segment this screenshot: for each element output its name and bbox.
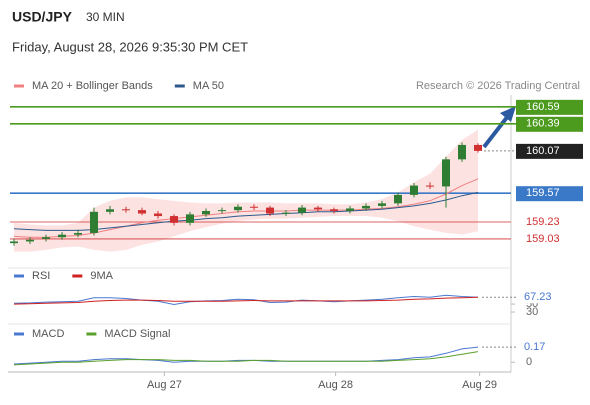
last-price-label-box: [516, 143, 583, 159]
candle-body: [234, 206, 242, 211]
candle-body: [106, 209, 114, 212]
candle-body: [474, 144, 482, 151]
indicator-line: [13, 296, 479, 305]
last-price-label: 160.07: [526, 145, 560, 157]
legend-label: MA 50: [193, 80, 224, 92]
legend-label: MACD: [32, 328, 64, 340]
interval: 30 MIN: [86, 10, 125, 24]
legend-label: MACD Signal: [104, 328, 170, 340]
candle-body: [282, 212, 290, 214]
symbol: USD/JPY: [12, 9, 73, 25]
datetime: Friday, August 28, 2026 9:35:30 PM CET: [12, 39, 248, 54]
level-label: 159.03: [526, 233, 560, 245]
ma-line: [13, 178, 479, 238]
candle-body: [410, 185, 418, 195]
x-tick-label: Aug 29: [462, 379, 497, 391]
candle-body: [442, 159, 450, 187]
level-label: 159.57: [526, 187, 560, 199]
level-label-box: [516, 186, 583, 202]
candle-body: [58, 234, 66, 238]
candle-body: [266, 207, 274, 214]
level-label-box: [516, 116, 583, 132]
candle-body: [458, 144, 466, 160]
candle-body: [218, 210, 226, 212]
candle-body: [26, 239, 34, 242]
indicator-line: [13, 351, 479, 366]
indicator-line: [13, 294, 479, 306]
level-label: 160.39: [526, 118, 560, 130]
candle-body: [170, 216, 178, 223]
legend-label: MA 20 + Bollinger Bands: [32, 80, 153, 92]
level-label: 160.59: [526, 101, 560, 113]
x-tick-label: Aug 27: [147, 379, 182, 391]
candle-body: [378, 203, 386, 206]
candle-body: [90, 211, 98, 233]
legend-label: RSI: [32, 270, 50, 282]
candle-body: [394, 194, 402, 204]
candle-body: [202, 210, 210, 215]
last-value-bg: [518, 291, 558, 304]
legend-label: 9MA: [90, 270, 113, 282]
x-tick-label: Aug 28: [318, 379, 353, 391]
candle-body: [330, 209, 338, 211]
candle-body: [42, 237, 50, 239]
candle-body: [298, 207, 306, 213]
last-value-label: 0.17: [524, 341, 545, 353]
level-label-box: [516, 99, 583, 115]
candle-body: [426, 185, 434, 187]
candle-body: [314, 207, 322, 210]
level-label: 159.23: [526, 216, 560, 228]
candle-body: [250, 206, 258, 208]
last-value-bg: [518, 341, 558, 354]
candle-body: [122, 209, 130, 211]
bollinger-band: [14, 129, 478, 252]
candle-body: [346, 208, 354, 211]
candle-body: [154, 213, 162, 217]
candle-body: [138, 210, 146, 214]
last-value-label: 67.23: [524, 291, 552, 303]
y-tick-label: 30: [526, 306, 538, 318]
candle-body: [74, 232, 82, 235]
trend-arrow-head: [500, 106, 516, 122]
candle-body: [186, 214, 194, 223]
source: Research © 2026 Trading Central: [416, 80, 580, 92]
y-tick-label: 0: [526, 356, 532, 368]
candle-body: [362, 205, 370, 209]
trend-arrow: [482, 114, 510, 149]
candle-body: [10, 241, 18, 244]
